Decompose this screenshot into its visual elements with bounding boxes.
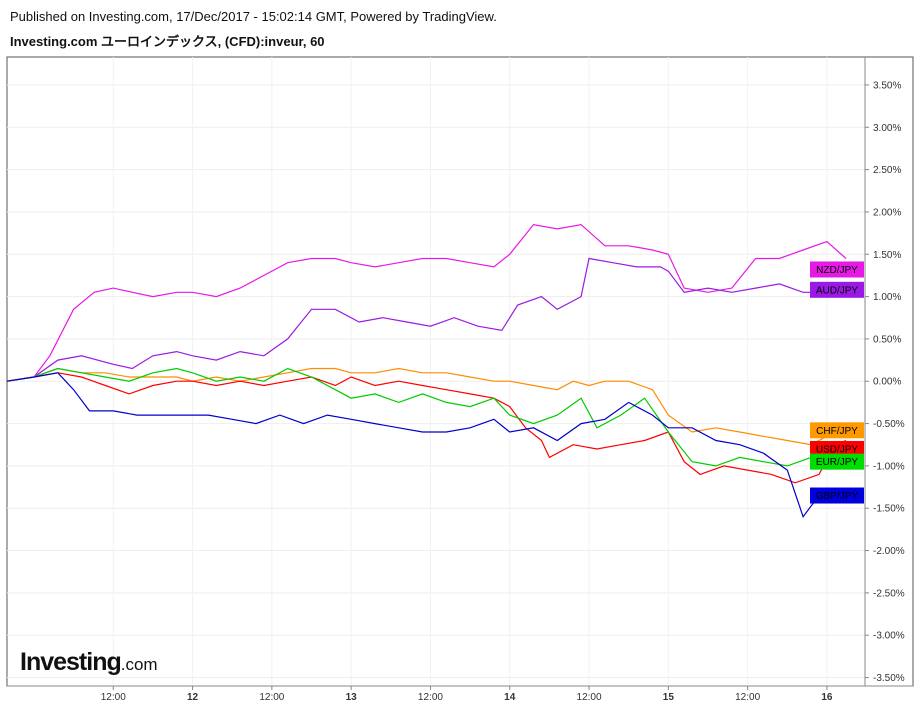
logo-main: Investing (20, 648, 122, 676)
x-tick-label: 12:00 (418, 692, 443, 703)
y-tick-label: -0.50% (873, 419, 905, 430)
y-tick-label: -1.50% (873, 504, 905, 515)
x-tick-label: 12:00 (101, 692, 126, 703)
x-tick-label: 14 (504, 692, 516, 703)
series-badge-label-nzdjpy: NZD/JPY (816, 265, 858, 276)
y-tick-label: 2.00% (873, 207, 901, 218)
y-tick-label: -2.50% (873, 588, 905, 599)
x-tick-label: 16 (821, 692, 833, 703)
series-line-gbpjpy (6, 372, 847, 518)
series-badge-chfjpy (810, 422, 864, 439)
y-tick-label: 1.50% (873, 250, 901, 261)
x-axis-ticks: 12:00 12 12:00 13 12:00 14 12:00 15 12:00 16 (101, 686, 833, 703)
y-tick-label: 3.00% (873, 123, 901, 134)
grid-lines (7, 57, 865, 686)
y-axis-ticks: 3.50% 3.00% 2.50% 2.00% 1.50% 1.00% 0.50% 0.00%… (865, 80, 905, 684)
series-badge-label-eurjpy: EUR/JPY (816, 457, 859, 468)
published-caption: Published on Investing.com, 17/Dec/2017 … (10, 9, 497, 24)
series-badge-label-gbpjpy: GBP/JPY (816, 491, 859, 502)
series-badge-gbpjpy (810, 487, 864, 504)
series-badge-audjpy (810, 281, 864, 298)
y-tick-label: 3.50% (873, 80, 901, 91)
series-group (6, 223, 847, 518)
y-tick-label: -3.00% (873, 631, 905, 642)
x-tick-label: 13 (346, 692, 358, 703)
series-badge-usdjpy (810, 440, 864, 457)
y-tick-label: -2.00% (873, 546, 905, 557)
y-tick-label: -3.50% (873, 673, 905, 684)
logo-suffix: .com (120, 655, 158, 674)
chart-title: Investing.com ユーロインデックス, (CFD):inveur, 6… (10, 34, 325, 49)
y-tick-label: 2.50% (873, 165, 901, 176)
y-tick-label: -1.00% (873, 461, 905, 472)
x-tick-label: 12:00 (735, 692, 760, 703)
y-tick-label: 0.50% (873, 334, 901, 345)
series-line-eurjpy (6, 367, 847, 467)
series-line-chfjpy (6, 367, 847, 446)
investing-logo: Investing.com (20, 648, 158, 677)
series-line-audjpy (6, 257, 847, 382)
series-badge-nzdjpy (810, 261, 864, 278)
plot-frame (6, 56, 914, 687)
series-badge-eurjpy (810, 453, 864, 470)
series-line-usdjpy (6, 372, 847, 484)
x-tick-label: 12:00 (259, 692, 284, 703)
series-line-nzdjpy (6, 223, 847, 382)
x-tick-label: 12 (187, 692, 199, 703)
y-tick-label: 0.00% (873, 377, 901, 388)
series-badge-label-usdjpy: USD/JPY (816, 444, 859, 455)
series-badges: NZD/JPY AUD/JPY CHF/JPY USD/JPY EUR/JPY GBP/J… (810, 261, 864, 504)
x-tick-label: 15 (663, 692, 675, 703)
y-tick-label: 1.00% (873, 292, 901, 303)
x-tick-label: 12:00 (577, 692, 602, 703)
series-badge-label-chfjpy: CHF/JPY (816, 426, 858, 437)
series-badge-label-audjpy: AUD/JPY (816, 285, 859, 296)
